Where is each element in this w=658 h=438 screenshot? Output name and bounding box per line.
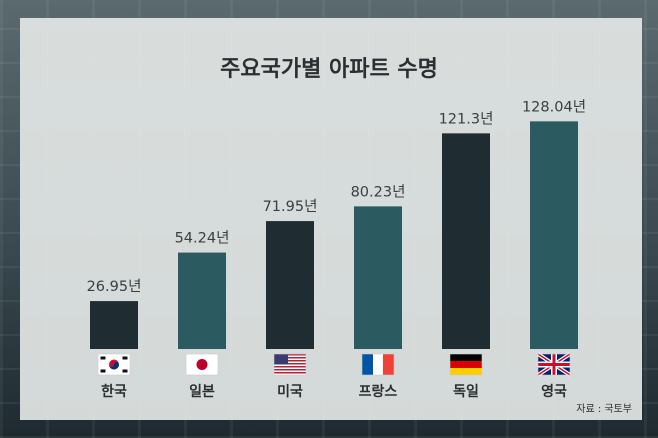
category-label: 한국 [101,384,127,400]
bar [266,221,314,349]
bar [354,206,402,349]
flag-usa-icon [273,353,307,376]
category-label: 일본 [189,384,215,400]
flag-uk-icon [536,352,572,377]
data-label: 80.23년 [351,183,406,200]
flag-japan-icon [185,353,219,376]
flag-korea-icon [97,353,131,376]
value-labels-group: 26.95년 54.24년 71.95년 80.23년 121.3년 128.04년 [87,98,586,295]
data-label: 54.24년 [175,230,230,247]
category-label: 프랑스 [359,384,398,400]
bar [442,133,490,349]
data-label: 121.3년 [439,110,494,127]
category-labels-group: 한국 일본 미국 프랑스 독일 영국 [101,383,567,400]
data-label: 26.95년 [87,278,142,295]
category-label: 독일 [453,384,479,400]
category-label: 미국 [277,384,303,400]
data-label: 128.04년 [522,98,586,115]
flags-group [97,352,572,377]
category-label: 영국 [541,383,567,400]
bar [178,252,226,349]
chart-title: 주요국가별 아파트 수명 [220,57,438,82]
data-label: 71.95년 [263,198,318,215]
source-note: 자료 : 국토부 [576,403,632,415]
bar [530,121,578,349]
flag-france-icon [361,353,395,376]
bars-group [90,121,578,349]
bar [90,301,138,349]
flag-germany-icon [449,353,483,376]
